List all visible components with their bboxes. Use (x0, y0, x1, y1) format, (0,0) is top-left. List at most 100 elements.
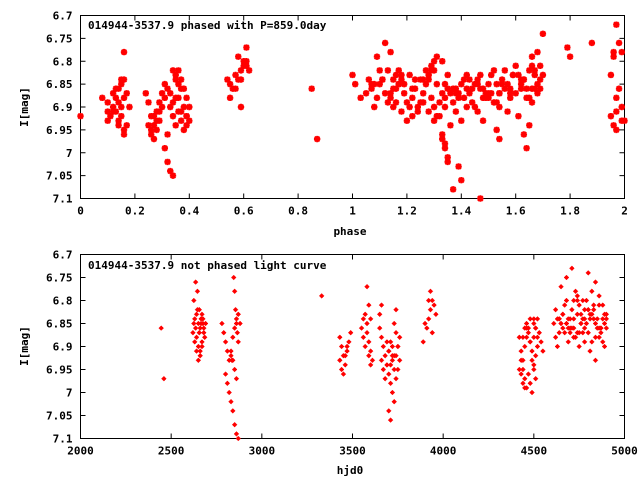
data-point (531, 67, 538, 74)
data-point (580, 297, 586, 304)
data-point (368, 80, 375, 88)
data-point (123, 90, 130, 97)
data-point (403, 117, 411, 124)
data-point (150, 135, 158, 143)
data-point (422, 80, 430, 88)
data-point (186, 117, 193, 124)
data-point (430, 103, 438, 111)
data-point (439, 90, 446, 97)
data-point (518, 371, 524, 377)
data-point (482, 90, 489, 97)
data-point (420, 339, 426, 345)
data-point (520, 366, 526, 373)
data-point (338, 343, 345, 350)
data-point (613, 126, 620, 134)
data-point (592, 357, 599, 364)
data-point (367, 348, 374, 354)
data-point (523, 334, 530, 341)
data-point (458, 117, 465, 124)
data-point (596, 334, 602, 341)
data-point (386, 371, 392, 377)
data-point (201, 325, 207, 331)
data-point (518, 348, 524, 354)
data-point (594, 316, 601, 322)
data-point (496, 90, 503, 97)
data-point (243, 44, 250, 51)
data-point (587, 348, 593, 354)
data-point (425, 316, 432, 322)
data-point (590, 302, 597, 308)
data-point (574, 311, 581, 318)
data-point (479, 94, 487, 102)
data-point (527, 380, 533, 387)
data-point (200, 316, 206, 322)
data-point (471, 103, 479, 111)
data-point (411, 76, 419, 83)
data-point (193, 348, 200, 354)
data-point (112, 94, 120, 102)
data-point (362, 90, 370, 97)
data-point (493, 126, 500, 134)
data-point (428, 62, 435, 70)
data-point (429, 329, 436, 336)
data-point (436, 99, 443, 106)
data-point (150, 122, 158, 129)
data-point (570, 297, 577, 304)
data-point (237, 67, 245, 74)
data-point (527, 316, 533, 322)
data-point (153, 117, 160, 124)
data-point (337, 357, 343, 364)
data-point (490, 67, 498, 74)
data-point (576, 343, 582, 350)
data-point (531, 334, 537, 341)
data-point (120, 48, 128, 56)
data-point (395, 80, 402, 88)
data-point (180, 103, 188, 111)
data-point (169, 67, 177, 74)
data-point (243, 58, 250, 65)
data-point (558, 283, 564, 290)
data-point (509, 71, 517, 79)
data-point (228, 398, 234, 405)
data-point (387, 94, 394, 102)
data-point (449, 85, 457, 92)
data-point (358, 325, 365, 331)
data-point (364, 320, 370, 327)
data-point (599, 339, 606, 345)
data-point (387, 48, 394, 56)
data-point (422, 320, 428, 327)
data-point (366, 339, 372, 345)
data-point (523, 144, 530, 152)
data-point (430, 58, 438, 65)
y-tick-label: 6.95 (46, 124, 73, 137)
data-point (526, 67, 533, 74)
data-point (392, 99, 400, 106)
y-tick-label: 7.1 (53, 193, 73, 206)
data-point (400, 80, 408, 88)
data-point (433, 311, 439, 318)
x-tick-label: 3500 (339, 445, 366, 458)
data-point (601, 311, 608, 318)
data-point (427, 288, 434, 295)
data-point (194, 288, 201, 295)
y-tick-label: 6.75 (46, 272, 73, 285)
data-point (581, 339, 588, 345)
data-point (371, 103, 378, 111)
data-point (561, 302, 568, 308)
data-point (398, 108, 405, 115)
data-point (529, 348, 535, 354)
data-point (378, 302, 385, 308)
data-point (150, 112, 158, 120)
data-point (120, 131, 128, 138)
x-tick-label: 4000 (430, 445, 457, 458)
data-point (191, 316, 198, 322)
y-tick-label: 7.1 (53, 433, 73, 446)
data-point (346, 339, 352, 345)
data-point (183, 94, 190, 102)
data-point (488, 71, 495, 79)
data-point (344, 343, 350, 350)
x-tick-label: 4500 (521, 445, 548, 458)
data-point (381, 90, 389, 97)
data-point (391, 398, 397, 405)
